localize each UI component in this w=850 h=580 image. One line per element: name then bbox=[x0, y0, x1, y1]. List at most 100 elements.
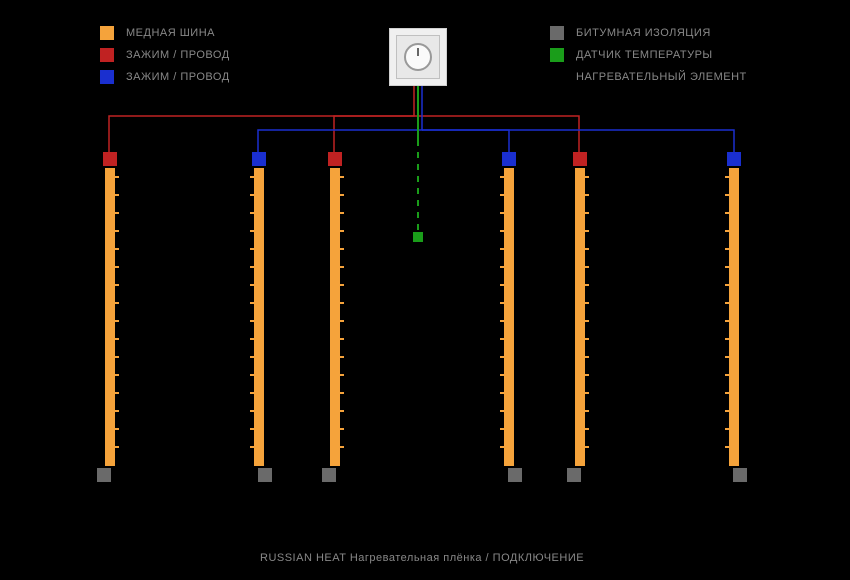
busbar-tick bbox=[115, 338, 119, 340]
busbar-tick bbox=[115, 266, 119, 268]
busbar-tick bbox=[115, 248, 119, 250]
busbar-tick bbox=[250, 212, 254, 214]
heating-panel bbox=[97, 152, 272, 482]
busbar-tick bbox=[340, 320, 344, 322]
bitumen-isolation-icon bbox=[567, 468, 581, 482]
busbar-tick bbox=[340, 212, 344, 214]
copper-busbar-left bbox=[105, 168, 115, 466]
busbar-tick bbox=[585, 302, 589, 304]
busbar-tick bbox=[725, 320, 729, 322]
busbar-tick bbox=[585, 248, 589, 250]
busbar-tick bbox=[115, 410, 119, 412]
busbar-tick bbox=[500, 284, 504, 286]
busbar-tick bbox=[585, 320, 589, 322]
busbar-tick bbox=[340, 338, 344, 340]
busbar-tick bbox=[115, 194, 119, 196]
busbar-tick bbox=[725, 176, 729, 178]
busbar-tick bbox=[250, 410, 254, 412]
busbar-tick bbox=[115, 176, 119, 178]
busbar-tick bbox=[340, 194, 344, 196]
clamp-red-icon bbox=[103, 152, 117, 166]
busbar-tick bbox=[585, 428, 589, 430]
busbar-tick bbox=[585, 356, 589, 358]
busbar-tick bbox=[250, 302, 254, 304]
busbar-tick bbox=[725, 284, 729, 286]
busbar-tick bbox=[115, 428, 119, 430]
busbar-tick bbox=[250, 374, 254, 376]
busbar-tick bbox=[500, 446, 504, 448]
busbar-tick bbox=[340, 230, 344, 232]
busbar-tick bbox=[725, 392, 729, 394]
busbar-tick bbox=[250, 266, 254, 268]
busbar-tick bbox=[115, 392, 119, 394]
busbar-tick bbox=[725, 338, 729, 340]
bitumen-isolation-icon bbox=[508, 468, 522, 482]
busbar-tick bbox=[115, 212, 119, 214]
clamp-blue-icon bbox=[252, 152, 266, 166]
busbar-tick bbox=[340, 284, 344, 286]
busbar-tick bbox=[115, 374, 119, 376]
busbar-tick bbox=[585, 338, 589, 340]
busbar-tick bbox=[250, 446, 254, 448]
busbar-tick bbox=[250, 356, 254, 358]
busbar-tick bbox=[585, 176, 589, 178]
busbar-tick bbox=[500, 356, 504, 358]
copper-busbar-left bbox=[575, 168, 585, 466]
busbar-tick bbox=[340, 248, 344, 250]
bitumen-isolation-icon bbox=[322, 468, 336, 482]
busbar-tick bbox=[725, 248, 729, 250]
busbar-tick bbox=[725, 302, 729, 304]
busbar-tick bbox=[115, 320, 119, 322]
busbar-tick bbox=[250, 248, 254, 250]
busbar-tick bbox=[340, 176, 344, 178]
busbar-tick bbox=[115, 284, 119, 286]
busbar-tick bbox=[340, 266, 344, 268]
bitumen-isolation-icon bbox=[258, 468, 272, 482]
busbar-tick bbox=[725, 194, 729, 196]
busbar-tick bbox=[500, 338, 504, 340]
busbar-tick bbox=[500, 374, 504, 376]
busbar-tick bbox=[115, 356, 119, 358]
busbar-tick bbox=[585, 266, 589, 268]
bitumen-isolation-icon bbox=[733, 468, 747, 482]
busbar-tick bbox=[500, 392, 504, 394]
bitumen-isolation-icon bbox=[97, 468, 111, 482]
busbar-tick bbox=[585, 446, 589, 448]
busbar-tick bbox=[340, 374, 344, 376]
busbar-tick bbox=[725, 266, 729, 268]
busbar-tick bbox=[725, 428, 729, 430]
clamp-blue-icon bbox=[727, 152, 741, 166]
busbar-tick bbox=[250, 392, 254, 394]
busbar-tick bbox=[340, 392, 344, 394]
clamp-red-icon bbox=[573, 152, 587, 166]
busbar-tick bbox=[585, 374, 589, 376]
busbar-tick bbox=[250, 176, 254, 178]
busbar-tick bbox=[500, 248, 504, 250]
busbar-tick bbox=[500, 176, 504, 178]
busbar-tick bbox=[725, 230, 729, 232]
busbar-tick bbox=[500, 428, 504, 430]
busbar-tick bbox=[340, 356, 344, 358]
busbar-tick bbox=[115, 302, 119, 304]
busbar-tick bbox=[585, 410, 589, 412]
heating-panel bbox=[322, 152, 522, 482]
busbar-tick bbox=[340, 302, 344, 304]
busbar-tick bbox=[500, 410, 504, 412]
busbar-tick bbox=[340, 446, 344, 448]
busbar-tick bbox=[250, 230, 254, 232]
diagram-caption: RUSSIAN HEAT Нагревательная плёнка / ПОД… bbox=[260, 552, 584, 564]
busbar-tick bbox=[585, 392, 589, 394]
busbar-tick bbox=[725, 212, 729, 214]
busbar-tick bbox=[340, 410, 344, 412]
busbar-tick bbox=[725, 410, 729, 412]
busbar-tick bbox=[250, 428, 254, 430]
clamp-red-icon bbox=[328, 152, 342, 166]
busbar-tick bbox=[500, 212, 504, 214]
busbar-tick bbox=[585, 212, 589, 214]
busbar-tick bbox=[585, 230, 589, 232]
copper-busbar-right bbox=[254, 168, 264, 466]
busbar-tick bbox=[115, 230, 119, 232]
busbar-tick bbox=[500, 320, 504, 322]
busbar-tick bbox=[250, 338, 254, 340]
copper-busbar-left bbox=[330, 168, 340, 466]
